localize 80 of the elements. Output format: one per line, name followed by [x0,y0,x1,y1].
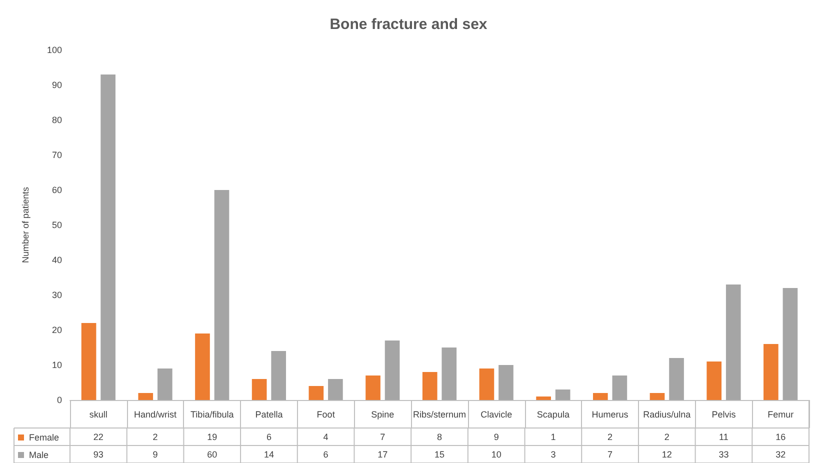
bar [422,372,438,400]
y-tick-label: 80 [52,115,62,125]
y-tick-label: 40 [52,255,62,265]
bar [650,393,665,400]
x-tick-label: Spine [371,410,394,420]
data-label: 6 [266,432,272,442]
x-tick-label: Humerus [592,410,629,420]
data-label: 9 [152,449,158,460]
bar [555,390,570,400]
data-label: 7 [380,432,386,442]
data-label: 19 [207,432,218,442]
bar [384,340,400,400]
bar [726,284,741,400]
x-tick-label: Clavicle [480,410,512,420]
x-tick-label: Foot [316,410,336,420]
bar [592,393,608,400]
legend-label: Female [29,432,60,442]
y-tick-label: 60 [52,185,62,195]
data-label: 2 [152,432,158,442]
y-tick-label: 90 [52,80,62,90]
bar [669,358,684,400]
data-label: 16 [776,432,786,442]
bar [612,376,628,400]
data-label: 10 [491,449,502,460]
x-tick-label: Patella [255,410,283,420]
data-label: 14 [264,449,274,460]
data-label: 1 [550,432,556,442]
data-label: 22 [93,432,104,442]
bar [100,74,116,400]
bar [782,288,798,400]
data-label: 9 [494,432,499,442]
x-tick-label: skull [89,410,108,420]
y-tick-label: 10 [52,360,62,370]
y-axis-title: Number of patients [20,186,30,264]
x-tick-label: Hand/wrist [134,410,178,420]
data-label: 93 [93,449,104,460]
bar [536,396,551,400]
x-tick-label: Radius/ulna [643,410,691,420]
data-label: 60 [207,449,218,460]
bar [366,376,380,400]
bar [157,368,172,400]
data-label: 33 [718,449,729,460]
bar [81,323,96,400]
y-tick-label: 50 [52,220,62,230]
x-tick-label: Scapula [536,410,570,420]
bar [479,368,494,400]
bar [308,386,324,400]
y-tick-label: 70 [52,150,62,160]
y-tick-label: 100 [46,45,62,55]
x-tick-label: Tibia/fibula [190,410,234,420]
y-tick-label: 30 [52,290,62,300]
bar [252,379,267,400]
x-tick-label: Ribs/sternum [412,410,466,420]
x-tick-label: Femur [768,410,794,420]
y-tick-label: 20 [52,325,62,335]
data-label: 32 [776,449,786,460]
x-tick-label: Pelvis [712,410,736,420]
data-label: 7 [608,449,613,460]
data-label: 4 [323,432,328,442]
data-label: 12 [662,449,672,460]
legend-label: Male [29,450,49,460]
data-label: 2 [664,432,670,442]
bar [442,348,457,400]
data-label: 17 [378,449,388,460]
chart-title: Bone fracture and sex [330,16,488,33]
data-label: 11 [719,432,728,442]
bar [498,365,514,400]
data-label: 2 [608,432,613,442]
bar [328,379,343,400]
data-label: 3 [550,449,556,460]
bar [271,351,286,400]
bar [195,334,210,400]
bar [138,393,154,400]
data-label: 15 [434,449,445,460]
data-label: 8 [436,432,442,442]
bar [764,344,778,400]
bar [214,190,230,400]
bar [706,362,722,400]
y-tick-label: 0 [56,395,62,405]
data-label: 6 [323,449,328,460]
